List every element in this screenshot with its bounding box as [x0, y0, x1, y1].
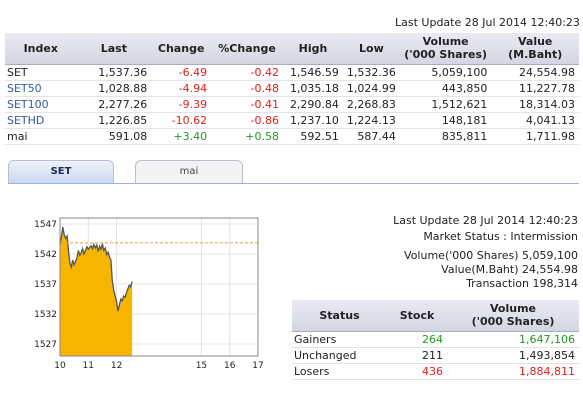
col-pct-change: %Change [211, 33, 283, 65]
market-value: Value(M.Baht) 24,554.98 [441, 263, 578, 276]
pct-change-cell: -0.48 [211, 80, 283, 97]
y-tick-label: 1547 [34, 220, 57, 230]
col-index: Index [5, 33, 77, 65]
status-volume-cell: 1,884,811 [447, 363, 579, 380]
pct-change-cell: +0.58 [211, 128, 283, 145]
col-low: Low [342, 33, 400, 65]
status-volume-cell: 1,647,106 [447, 331, 579, 348]
index-name-cell[interactable]: SET50 [5, 80, 77, 97]
tab-mai[interactable]: mai [135, 160, 243, 183]
low-cell: 1,024.99 [342, 80, 400, 97]
volume-cell: 1,512,621 [399, 96, 492, 113]
status-row: Losers 436 1,884,811 [292, 363, 579, 380]
change-cell: -4.94 [151, 80, 212, 97]
high-cell: 1,546.59 [282, 64, 343, 81]
x-tick-label: 12 [111, 361, 122, 371]
y-tick-label: 1537 [34, 280, 57, 290]
x-tick-label: 16 [224, 361, 236, 371]
index-line [59, 226, 133, 312]
index-table-header: Index Last Change %Change High Low Volum… [5, 33, 579, 65]
y-tick-label: 1527 [34, 340, 57, 350]
col-last: Last [76, 33, 152, 65]
status-row: Unchanged 211 1,493,854 [292, 347, 579, 364]
low-cell: 587.44 [342, 128, 400, 145]
index-row: SETHD 1,226.85 -10.62 -0.86 1,237.10 1,224.13… [5, 112, 579, 129]
value-cell: 18,314.03 [491, 96, 579, 113]
low-cell: 1,532.36 [342, 64, 400, 81]
plot-border [59, 217, 259, 357]
col-status-volume: Volume ('000 Shares) [447, 300, 579, 332]
high-cell: 592.51 [282, 128, 343, 145]
stock-count-cell: 264 [387, 331, 447, 348]
col-status: Status [292, 300, 387, 332]
index-name-cell[interactable]: SETHD [5, 112, 77, 129]
col-volume: Volume ('000 Shares) [399, 33, 492, 65]
value-cell: 24,554.98 [491, 64, 579, 81]
x-tick-label: 10 [54, 361, 66, 371]
status-name-cell: Gainers [292, 331, 387, 348]
pct-change-cell: -0.86 [211, 112, 283, 129]
index-name-cell: SET [5, 64, 77, 81]
index-name-cell[interactable]: SET100 [5, 96, 77, 113]
change-cell: -6.49 [151, 64, 212, 81]
col-value: Value (M.Baht) [491, 33, 579, 65]
volume-cell: 443,850 [399, 80, 492, 97]
col-high: High [282, 33, 343, 65]
index-area-fill [60, 227, 133, 356]
stock-count-cell: 436 [387, 363, 447, 380]
x-tick-label: 11 [83, 361, 94, 371]
index-row: SET 1,537.36 -6.49 -0.42 1,546.59 1,532.36 5,0… [5, 64, 579, 81]
status-table: Status Stock Volume ('000 Shares) Gainer… [292, 300, 579, 380]
market-volume: Volume('000 Shares) 5,059,100 [404, 249, 578, 262]
volume-cell: 5,059,100 [399, 64, 492, 81]
status-name-cell: Unchanged [292, 347, 387, 364]
volume-cell: 835,811 [399, 128, 492, 145]
tab-set[interactable]: SET [8, 160, 114, 183]
high-cell: 1,035.18 [282, 80, 343, 97]
change-cell: -9.39 [151, 96, 212, 113]
top-last-update: Last Update 28 Jul 2014 12:40:23 [395, 16, 580, 29]
status-name-cell: Losers [292, 363, 387, 380]
pct-change-cell: -0.42 [211, 64, 283, 81]
low-cell: 1,224.13 [342, 112, 400, 129]
status-row: Gainers 264 1,647,106 [292, 331, 579, 348]
index-table: Index Last Change %Change High Low Volum… [5, 33, 579, 145]
value-cell: 11,227.78 [491, 80, 579, 97]
value-cell: 4,041.13 [491, 112, 579, 129]
set-intraday-chart: 10 11 12 15 16 17 1527 1532 1537 1542 1547 [34, 217, 264, 371]
x-tick-label: 17 [252, 361, 263, 371]
value-cell: 1,711.98 [491, 128, 579, 145]
market-tabs: SET mai [8, 160, 579, 184]
index-row: SET100 2,277.26 -9.39 -0.41 2,290.84 2,268.83… [5, 96, 579, 113]
last-cell: 591.08 [76, 128, 152, 145]
status-volume-cell: 1,493,854 [447, 347, 579, 364]
index-name-cell: mai [5, 128, 77, 145]
y-tick-label: 1542 [34, 250, 57, 260]
change-cell: +3.40 [151, 128, 212, 145]
high-cell: 1,237.10 [282, 112, 343, 129]
last-cell: 2,277.26 [76, 96, 152, 113]
status-table-header: Status Stock Volume ('000 Shares) [292, 300, 579, 332]
index-row: SET50 1,028.88 -4.94 -0.48 1,035.18 1,024.99 4… [5, 80, 579, 97]
x-tick-label: 15 [196, 361, 207, 371]
last-cell: 1,028.88 [76, 80, 152, 97]
last-cell: 1,537.36 [76, 64, 152, 81]
volume-cell: 148,181 [399, 112, 492, 129]
col-change: Change [151, 33, 212, 65]
market-status: Market Status : Intermission [423, 230, 578, 243]
change-cell: -10.62 [151, 112, 212, 129]
low-cell: 2,268.83 [342, 96, 400, 113]
y-tick-label: 1532 [34, 310, 57, 320]
market-last-update: Last Update 28 Jul 2014 12:40:23 [393, 214, 578, 227]
stock-count-cell: 211 [387, 347, 447, 364]
market-transaction: Transaction 198,314 [466, 277, 578, 290]
last-cell: 1,226.85 [76, 112, 152, 129]
index-row: mai 591.08 +3.40 +0.58 592.51 587.44 835,811 1,… [5, 128, 579, 145]
col-stock: Stock [387, 300, 447, 332]
high-cell: 2,290.84 [282, 96, 343, 113]
pct-change-cell: -0.41 [211, 96, 283, 113]
